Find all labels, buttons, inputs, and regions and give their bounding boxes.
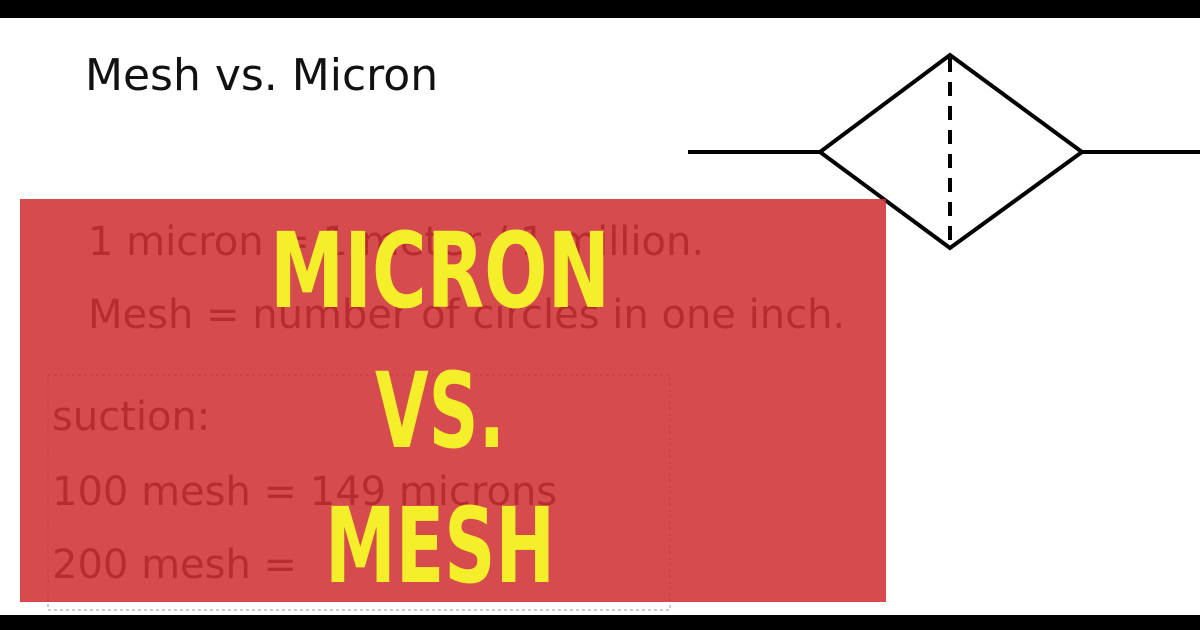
overlay-line: MESH <box>325 485 555 607</box>
slide-title: Mesh vs. Micron <box>85 50 438 101</box>
filter-symbol <box>688 52 1200 251</box>
overlay-line: VS. <box>375 350 505 472</box>
red-overlay <box>20 199 886 602</box>
overlay-line: MICRON <box>270 210 610 332</box>
